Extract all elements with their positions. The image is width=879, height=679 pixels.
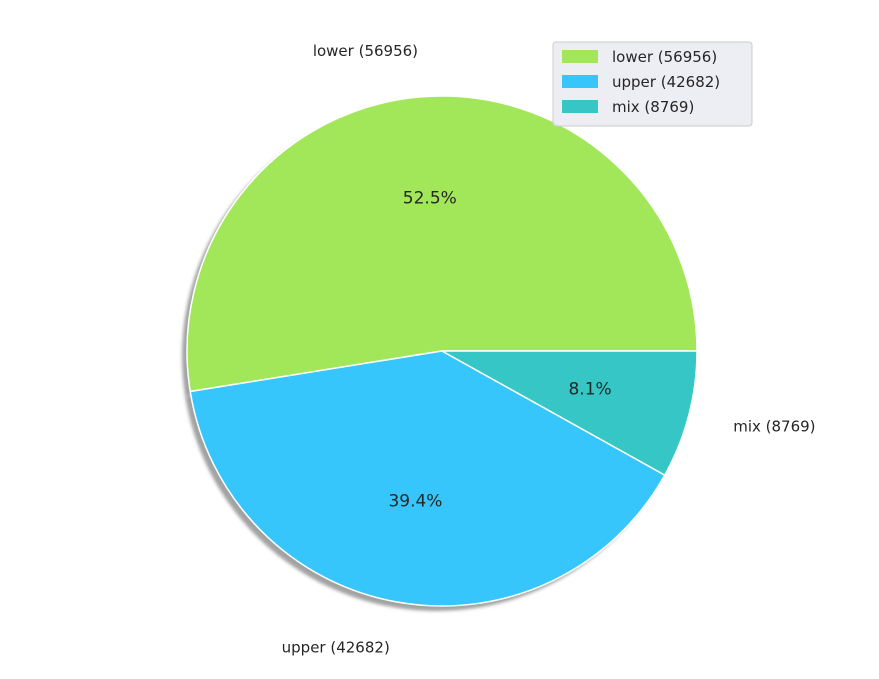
percent-labels: 52.5% 39.4% 8.1% <box>388 188 611 511</box>
pie-wedges <box>186 95 698 607</box>
slice-label: lower (56956) <box>313 42 418 60</box>
legend-entry: mix (8769) <box>562 98 694 116</box>
legend-swatch <box>562 100 598 113</box>
legend-label: lower (56956) <box>612 48 717 66</box>
legend-swatch <box>562 50 598 63</box>
legend-label: mix (8769) <box>612 98 694 116</box>
legend: lower (56956) upper (42682) mix (8769) <box>552 41 753 127</box>
pie-slice <box>441 350 698 476</box>
percent-label: 8.1% <box>568 379 611 399</box>
percent-label: 39.4% <box>388 492 442 512</box>
pie-slice <box>189 350 666 607</box>
legend-entry: upper (42682) <box>562 73 720 91</box>
slice-label: mix (8769) <box>733 418 815 436</box>
pie-slice <box>186 95 698 393</box>
legend-entry: lower (56956) <box>562 48 717 66</box>
legend-swatch <box>562 75 598 88</box>
slice-label: upper (42682) <box>282 638 390 656</box>
percent-label: 52.5% <box>403 188 457 208</box>
slice-labels: lower (56956) upper (42682) mix (8769) <box>282 42 816 656</box>
legend-label: upper (42682) <box>612 73 720 91</box>
legend-box <box>552 41 753 127</box>
